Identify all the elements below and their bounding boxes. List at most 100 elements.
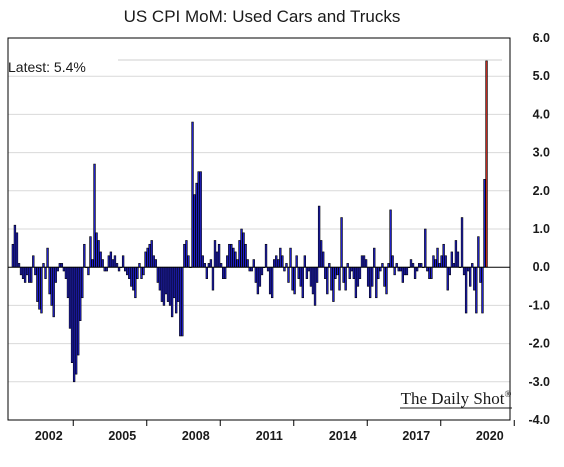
y-tick-label: 0.0 bbox=[533, 260, 550, 274]
bar bbox=[72, 266, 76, 383]
bar bbox=[334, 266, 337, 279]
bar bbox=[279, 247, 282, 268]
bar bbox=[66, 266, 70, 299]
bar bbox=[399, 266, 402, 272]
bar bbox=[130, 266, 133, 287]
bar bbox=[64, 266, 68, 279]
bar bbox=[160, 266, 164, 302]
bar bbox=[403, 266, 407, 276]
bar bbox=[226, 255, 229, 268]
bar bbox=[199, 171, 202, 268]
bar bbox=[413, 266, 417, 279]
bar bbox=[97, 240, 100, 268]
y-tick-label: -1.0 bbox=[528, 298, 550, 312]
bar bbox=[244, 243, 247, 268]
bar bbox=[330, 266, 333, 291]
bar bbox=[230, 243, 233, 268]
bar bbox=[107, 255, 111, 268]
y-axis: 6.0 5.0 4.0 3.0 2.0 1.0 0.0 -1.0 -2.0 -3.0 -4.0 bbox=[528, 31, 550, 427]
bar bbox=[140, 266, 143, 279]
bar bbox=[289, 247, 292, 268]
bar bbox=[336, 266, 339, 276]
bar bbox=[154, 259, 157, 268]
bar bbox=[58, 263, 61, 268]
bar bbox=[19, 266, 23, 276]
bar bbox=[215, 251, 219, 268]
bar bbox=[301, 266, 304, 299]
bar bbox=[340, 217, 343, 268]
bar bbox=[311, 266, 315, 295]
bar bbox=[224, 266, 227, 279]
bar bbox=[162, 266, 166, 306]
bar bbox=[142, 266, 145, 276]
bar bbox=[187, 255, 190, 268]
bar bbox=[79, 266, 82, 321]
bar bbox=[203, 263, 206, 268]
bar bbox=[117, 266, 121, 272]
bar bbox=[44, 266, 47, 279]
bar bbox=[395, 263, 398, 268]
bar bbox=[409, 259, 413, 268]
bar bbox=[354, 266, 358, 299]
bar bbox=[350, 266, 353, 272]
bar bbox=[326, 266, 329, 295]
bar bbox=[175, 266, 178, 314]
bar bbox=[285, 263, 288, 268]
bar bbox=[191, 121, 194, 268]
y-tick-label: 4.0 bbox=[533, 107, 550, 121]
bar bbox=[83, 243, 86, 268]
bar bbox=[324, 266, 327, 279]
bar bbox=[436, 247, 439, 268]
bar bbox=[56, 266, 59, 272]
bar bbox=[360, 255, 364, 268]
bar bbox=[101, 259, 104, 268]
bar bbox=[417, 263, 421, 268]
bar bbox=[81, 266, 84, 299]
brand-name: The Daily Shot bbox=[401, 389, 505, 408]
y-tick-label: -3.0 bbox=[528, 375, 550, 389]
bar bbox=[473, 266, 476, 291]
bar bbox=[315, 266, 319, 283]
bar bbox=[332, 266, 335, 302]
bar bbox=[234, 251, 237, 268]
bar bbox=[177, 266, 180, 302]
bar bbox=[181, 266, 184, 337]
bar bbox=[391, 255, 394, 268]
bar bbox=[62, 266, 66, 272]
bar bbox=[442, 243, 445, 268]
bar bbox=[293, 266, 296, 295]
y-tick-label: -2.0 bbox=[528, 337, 550, 351]
bar bbox=[179, 266, 182, 337]
bar bbox=[248, 266, 251, 272]
bar bbox=[111, 259, 115, 268]
bar bbox=[99, 251, 102, 268]
x-tick-label: 2017 bbox=[402, 429, 430, 443]
x-tick-label: 2011 bbox=[256, 429, 283, 443]
y-tick-label: 3.0 bbox=[533, 146, 550, 160]
bar bbox=[103, 266, 106, 272]
bar bbox=[438, 263, 441, 268]
x-tick-label: 2020 bbox=[476, 429, 504, 443]
bar bbox=[454, 240, 458, 268]
bar bbox=[377, 266, 380, 279]
chart-title: US CPI MoM: Used Cars and Trucks bbox=[124, 7, 401, 26]
bar bbox=[38, 266, 41, 310]
bar bbox=[238, 240, 241, 268]
bar bbox=[201, 255, 204, 268]
bar bbox=[136, 266, 139, 279]
latest-bar bbox=[485, 60, 488, 268]
bar bbox=[144, 251, 147, 268]
bar bbox=[462, 266, 466, 276]
bar bbox=[164, 266, 168, 295]
bar bbox=[197, 171, 200, 268]
bar bbox=[168, 266, 172, 306]
bar bbox=[105, 266, 108, 272]
bar bbox=[287, 266, 290, 283]
x-tick-label: 2014 bbox=[329, 429, 357, 443]
y-tick-label: 5.0 bbox=[533, 69, 550, 83]
bar bbox=[89, 236, 92, 268]
bar bbox=[42, 263, 45, 268]
bar bbox=[146, 247, 149, 268]
bar bbox=[134, 266, 137, 299]
bar bbox=[70, 266, 74, 364]
